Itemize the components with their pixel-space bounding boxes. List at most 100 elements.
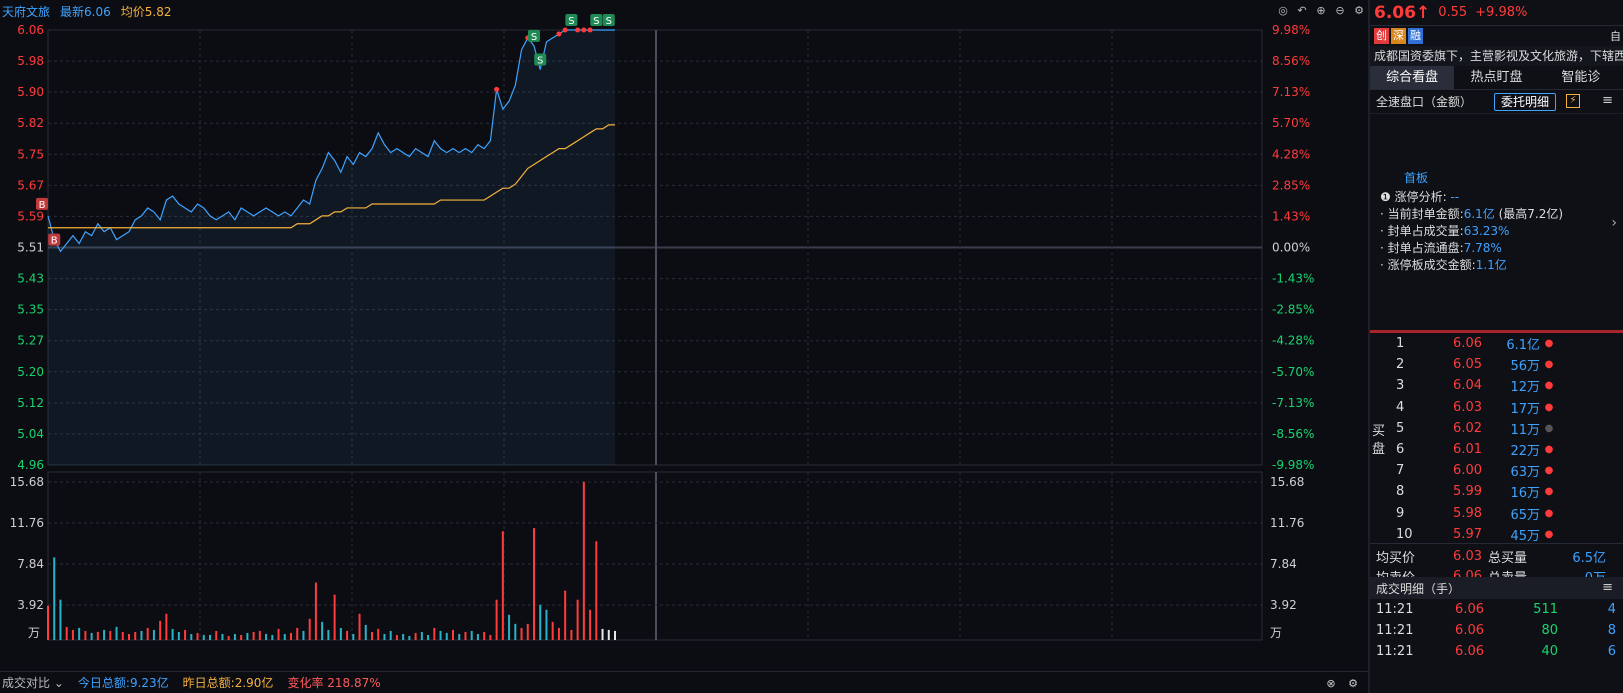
lightning-icon[interactable]: ⚡ (1566, 94, 1580, 108)
volume-bar (495, 599, 498, 640)
close-icon[interactable]: ⊗ (1326, 676, 1336, 690)
order-detail-button[interactable]: 委托明细 (1494, 93, 1557, 111)
zoom-in-icon[interactable]: ⊕ (1316, 3, 1326, 17)
volume-tick-label: 11.76 (1270, 516, 1304, 530)
level: 1 (1396, 336, 1405, 352)
bid-price: 6.03 (1453, 399, 1482, 415)
pct-tick-label: -4.28% (1272, 334, 1314, 348)
tab-overview[interactable]: 综合看盘 (1370, 66, 1455, 89)
order-book-row[interactable]: 8 5.99 16万 ● (1390, 481, 1623, 502)
stock-name[interactable]: 天府文旅 (2, 4, 51, 19)
level: 2 (1396, 357, 1405, 373)
status-dot-icon: ● (1544, 507, 1554, 519)
price-tick-label: 5.75 (17, 147, 44, 161)
chart-toolbar: ◎ ↶ ⊕ ⊖ ⚙ (1276, 3, 1366, 17)
current-price: 6.06↑ (1374, 2, 1431, 23)
chart-canvas[interactable]: 6.06 9.98% 5.98 8.56% 5.90 7.13% 5.82 5.70% 5.75… (0, 0, 1368, 671)
volume-bar (501, 531, 504, 640)
order-book-row[interactable]: 3 6.04 12万 ● (1390, 375, 1623, 396)
volume-tick-label: 15.68 (10, 475, 44, 489)
bid-price: 5.99 (1453, 484, 1482, 500)
menu-icon[interactable]: ≡ (1602, 580, 1613, 595)
compare-dropdown[interactable]: 成交对比 ⌄ (2, 674, 64, 691)
volume-bar (545, 609, 548, 640)
volume-bar (607, 629, 610, 640)
volume-bar (302, 630, 305, 640)
order-book-row[interactable]: 2 6.05 56万 ● (1390, 354, 1623, 375)
panel-divider[interactable] (1368, 0, 1370, 693)
trade-signal-dot (587, 27, 593, 33)
bid-price: 6.04 (1453, 378, 1482, 394)
sell-marker (590, 14, 603, 26)
menu-icon[interactable]: ≡ (1602, 93, 1613, 108)
gear-icon[interactable]: ⚙ (1354, 3, 1364, 17)
volume-bar (371, 631, 373, 640)
order-book-row[interactable]: 9 5.98 65万 ● (1390, 503, 1623, 524)
totals-row: 均买价 6.03 总买量 6.5亿 (1376, 548, 1606, 566)
limit-amount-row: · 涨停板成交金额:1.1亿 (1380, 258, 1507, 272)
limit-up-bar (1370, 330, 1623, 333)
volume-bar (227, 635, 230, 640)
volume-bar (439, 630, 442, 640)
quote-panel: 6.06↑ 0.55 +9.98% 创 深 融 自 成都国资委旗下，主营影视及文… (1370, 0, 1623, 693)
pct-tick-label: 8.56% (1272, 54, 1310, 68)
order-book-title: 全速盘口（金额） (1376, 95, 1473, 109)
volume-bar (252, 631, 255, 640)
order-book-row[interactable]: 7 6.00 63万 ● (1390, 460, 1623, 481)
volume-bar (539, 604, 542, 640)
price-tick-label: 5.82 (17, 116, 44, 130)
analysis-label: 涨停分析: (1394, 190, 1447, 204)
order-book-row[interactable]: 5 6.02 11万 ● (1390, 418, 1623, 439)
yesterday-total: 昨日总额:2.90亿 (182, 676, 274, 690)
pct-tick-label: -5.70% (1272, 365, 1314, 379)
bid-amount: 16万 (1510, 486, 1540, 502)
tab-hot-watch[interactable]: 热点盯盘 (1470, 70, 1523, 85)
gear-icon[interactable]: ⚙ (1348, 676, 1358, 690)
panel-tabs: 综合看盘 热点盯盘 智能诊 (1370, 66, 1623, 90)
level: 6 (1396, 442, 1405, 458)
volume-bar (339, 627, 342, 640)
volume-bar (78, 627, 81, 640)
zoom-out-icon[interactable]: ⊖ (1335, 3, 1345, 17)
sell-marker-label: S (593, 16, 599, 27)
trade-volume: 80 (1541, 623, 1558, 638)
status-dot-icon: ● (1544, 486, 1554, 498)
tag-rong[interactable]: 融 (1408, 28, 1423, 44)
volume-bar (215, 630, 218, 640)
order-book-row[interactable]: 1 6.06 6.1亿 ● (1390, 333, 1623, 354)
price-tick-label: 5.27 (17, 334, 44, 348)
sell-marker (602, 14, 615, 26)
volume-bar (202, 634, 205, 640)
auto-label[interactable]: 自 (1610, 30, 1621, 43)
volume-bar (96, 631, 99, 640)
tag-chuang[interactable]: 创 (1374, 28, 1389, 44)
price-tick-label: 4.96 (17, 458, 44, 472)
chevron-right-icon[interactable]: › (1611, 215, 1617, 231)
volume-bar (134, 631, 137, 640)
bid-price: 6.00 (1453, 463, 1482, 479)
settings-circle-icon[interactable]: ◎ (1278, 3, 1288, 17)
volume-bar (458, 633, 461, 640)
volume-bar (209, 634, 211, 640)
volume-bar (389, 630, 392, 640)
trade-signal-dot (581, 27, 587, 33)
volume-bar (177, 631, 180, 640)
bid-amount: 11万 (1510, 422, 1540, 438)
undo-icon[interactable]: ↶ (1297, 3, 1307, 17)
bid-amount: 6.1亿 (1506, 338, 1540, 354)
order-book-row[interactable]: 10 5.97 45万 ● (1390, 524, 1623, 545)
bid-price: 5.97 (1453, 526, 1482, 542)
volume-bar (152, 629, 155, 640)
bid-price: 6.06 (1453, 336, 1482, 352)
order-book-row[interactable]: 4 6.03 17万 ● (1390, 397, 1623, 418)
volume-bar (277, 628, 280, 640)
tag-shen[interactable]: 深 (1391, 28, 1406, 44)
buy-marker (48, 233, 61, 246)
volume-bar (452, 629, 454, 640)
volume-bar (564, 590, 567, 640)
volume-bar (84, 630, 87, 640)
tab-smart-diagnosis[interactable]: 智能诊 (1561, 70, 1601, 85)
order-book-row[interactable]: 6 6.01 22万 ● (1390, 439, 1623, 460)
sell-marker (528, 29, 540, 42)
volume-bar (470, 630, 473, 640)
